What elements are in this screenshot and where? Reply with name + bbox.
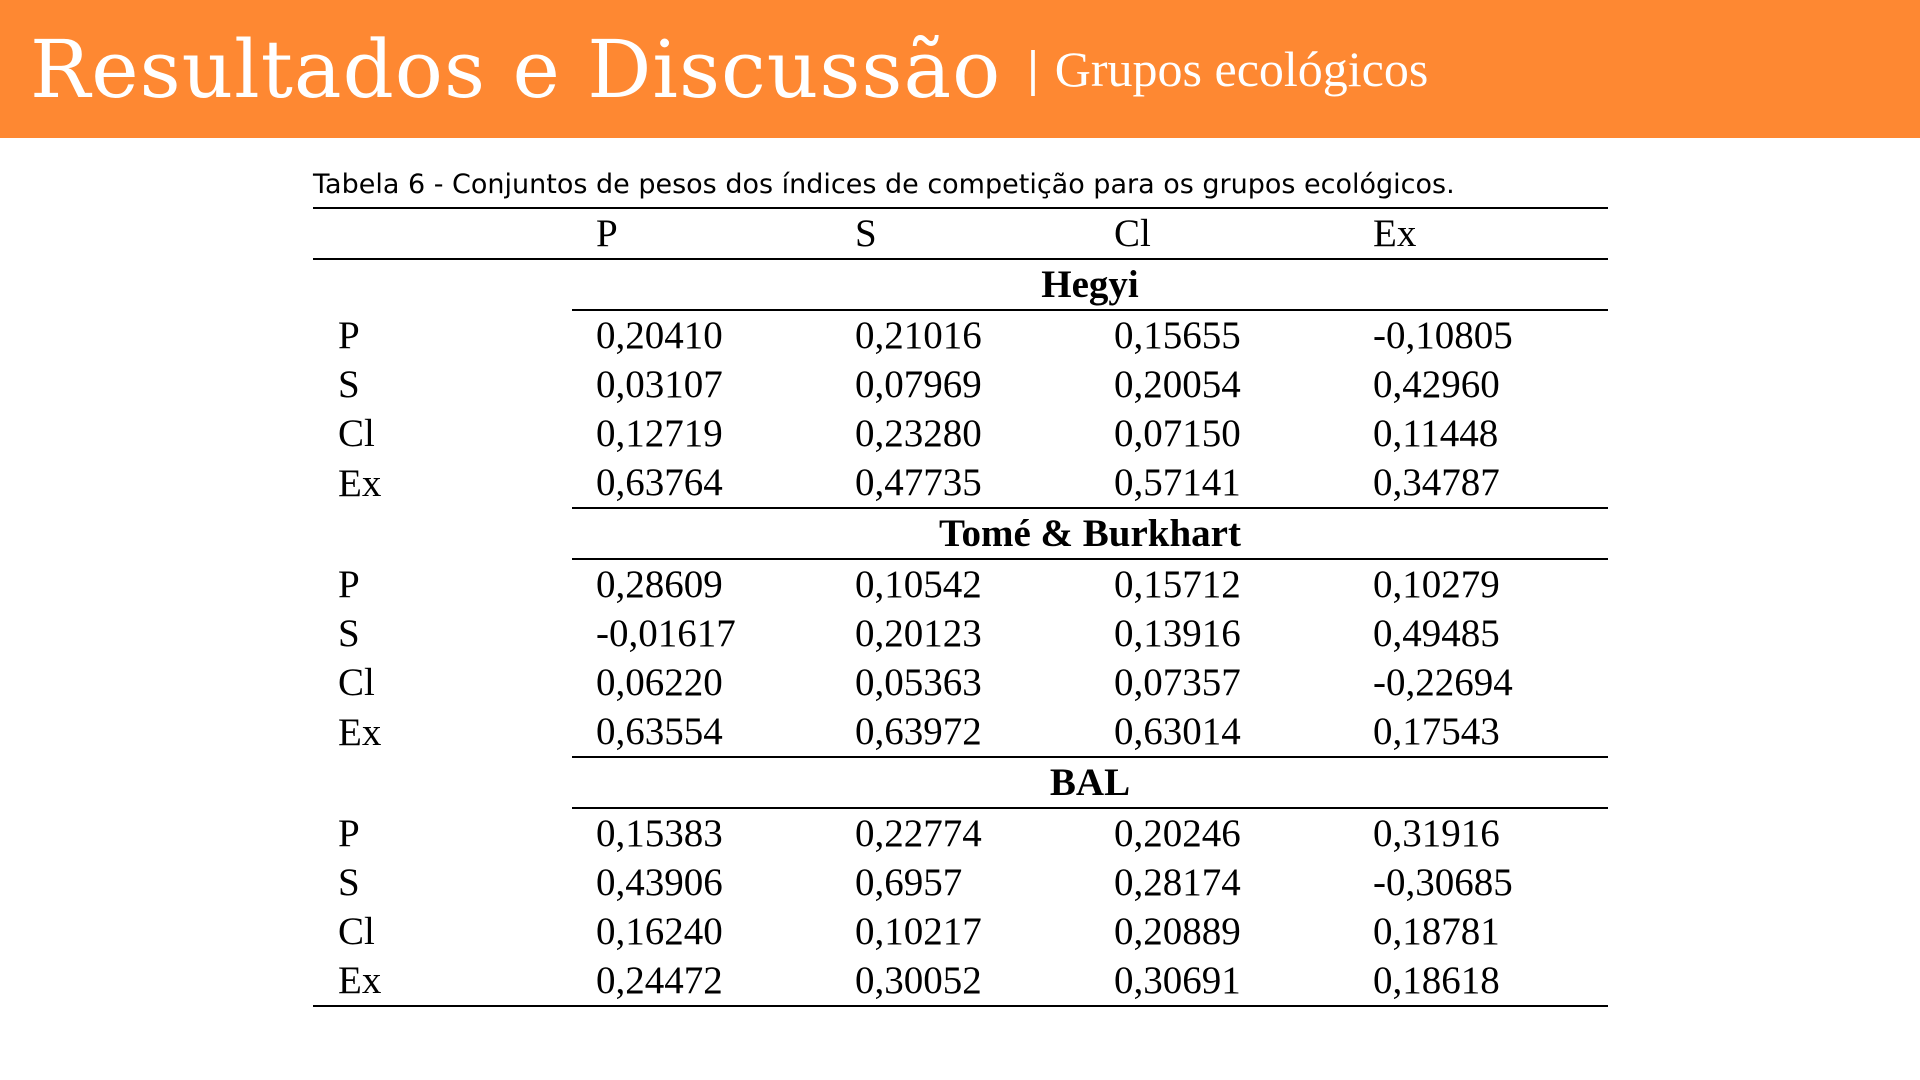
column-header-cl: Cl xyxy=(1090,207,1349,260)
table-cell: 0,30691 xyxy=(1090,956,1349,1007)
table-cell: -0,10805 xyxy=(1373,314,1513,357)
table-cell: 0,63972 xyxy=(855,710,982,753)
table-row: P 0,20410 0,21016 0,15655 -0,10805 xyxy=(313,310,1608,360)
table-cell: 0,10542 xyxy=(855,563,982,606)
table-row: Cl 0,06220 0,05363 0,07357 -0,22694 xyxy=(313,658,1608,707)
column-header-ex: Ex xyxy=(1349,207,1608,260)
row-label: S xyxy=(338,612,360,655)
group-header-row: Hegyi xyxy=(313,259,1608,311)
slide-header: Resultados e Discussão | Grupos ecológic… xyxy=(0,0,1920,138)
table-cell: 0,20410 xyxy=(596,314,723,357)
group-header-row: BAL xyxy=(313,756,1608,809)
table-cell: 0,63554 xyxy=(596,710,723,753)
group-header: Hegyi xyxy=(572,259,1608,311)
table-cell: -0,30685 xyxy=(1373,861,1513,904)
table-caption: Tabela 6 - Conjuntos de pesos dos índice… xyxy=(313,169,1455,200)
table-container: Tabela 6 - Conjuntos de pesos dos índice… xyxy=(313,163,1608,1007)
group-header-spacer xyxy=(313,259,572,310)
table-body: Hegyi P 0,20410 0,21016 0,15655 -0,10805 S 0,03… xyxy=(313,259,1608,1007)
table-cell: 0,42960 xyxy=(1373,363,1500,406)
table-cell: 0,16240 xyxy=(596,910,723,953)
table-cell: 0,11448 xyxy=(1373,412,1499,455)
row-label: Cl xyxy=(338,910,375,953)
column-header-empty xyxy=(313,207,572,260)
group-header-row: Tomé & Burkhart xyxy=(313,507,1608,560)
table-row: Ex 0,63554 0,63972 0,63014 0,17543 xyxy=(313,707,1608,757)
table-row: S -0,01617 0,20123 0,13916 0,49485 xyxy=(313,609,1608,658)
weights-table: P S Cl Ex Hegyi P 0,20410 0,21016 0,15655 -0,… xyxy=(313,207,1608,1007)
table-row: S 0,03107 0,07969 0,20054 0,42960 xyxy=(313,360,1608,409)
table-cell: 0,06220 xyxy=(596,661,723,704)
table-cell: 0,43906 xyxy=(596,861,723,904)
table-cell: 0,22774 xyxy=(855,812,982,855)
table-row: S 0,43906 0,6957 0,28174 -0,30685 xyxy=(313,858,1608,907)
table-cell: 0,30052 xyxy=(831,956,1090,1007)
table-row: Ex 0,24472 0,30052 0,30691 0,18618 xyxy=(313,956,1608,1007)
table-cell: 0,07150 xyxy=(1114,412,1241,455)
table-cell: 0,24472 xyxy=(572,956,831,1007)
row-label: S xyxy=(338,363,360,406)
table-cell: 0,20246 xyxy=(1114,812,1241,855)
slide-title: Resultados e Discussão xyxy=(30,22,1002,116)
row-label: Ex xyxy=(313,956,572,1007)
table-cell: 0,49485 xyxy=(1373,612,1500,655)
table-row: Ex 0,63764 0,47735 0,57141 0,34787 xyxy=(313,458,1608,508)
table-row: P 0,28609 0,10542 0,15712 0,10279 xyxy=(313,559,1608,609)
group-header-spacer xyxy=(313,757,572,808)
table-cell: 0,23280 xyxy=(855,412,982,455)
table-cell: 0,57141 xyxy=(1114,461,1241,504)
table-cell: 0,28609 xyxy=(596,563,723,606)
row-label: Ex xyxy=(338,710,382,754)
table-cell: 0,18781 xyxy=(1373,910,1500,953)
group-header-spacer xyxy=(313,508,572,559)
table-cell: 0,28174 xyxy=(1114,861,1241,904)
table-cell: 0,63764 xyxy=(596,461,723,504)
table-row: P 0,15383 0,22774 0,20246 0,31916 xyxy=(313,808,1608,858)
table-header-row: P S Cl Ex xyxy=(313,207,1608,260)
table-cell: 0,12719 xyxy=(596,412,723,455)
table-cell: 0,15655 xyxy=(1114,314,1241,357)
table-cell: 0,13916 xyxy=(1114,612,1241,655)
table-cell: 0,17543 xyxy=(1373,710,1500,753)
table-cell: 0,15383 xyxy=(596,812,723,855)
row-label: P xyxy=(338,562,360,606)
table-cell: 0,15712 xyxy=(1114,563,1241,606)
table-row: Cl 0,12719 0,23280 0,07150 0,11448 xyxy=(313,409,1608,458)
group-header: Tomé & Burkhart xyxy=(572,507,1608,560)
row-label: P xyxy=(338,811,360,855)
table-cell: 0,20054 xyxy=(1114,363,1241,406)
group-header: BAL xyxy=(572,756,1608,809)
table-cell: 0,20889 xyxy=(1114,910,1241,953)
table-cell: 0,05363 xyxy=(855,661,982,704)
row-label: Cl xyxy=(338,412,375,455)
table-cell: 0,21016 xyxy=(855,314,982,357)
column-header-p: P xyxy=(572,207,831,260)
table-cell: -0,22694 xyxy=(1373,661,1513,704)
table-cell: 0,20123 xyxy=(855,612,982,655)
row-label: Ex xyxy=(338,461,382,505)
table-cell: 0,07357 xyxy=(1114,661,1241,704)
table-cell: -0,01617 xyxy=(596,612,736,655)
table-cell: 0,63014 xyxy=(1114,710,1241,753)
row-label: P xyxy=(338,313,360,357)
row-label: S xyxy=(338,861,360,904)
table-cell: 0,34787 xyxy=(1373,461,1500,504)
table-cell: 0,10217 xyxy=(855,910,982,953)
slide-subtitle: Grupos ecológicos xyxy=(1054,41,1429,97)
table-cell: 0,47735 xyxy=(855,461,982,504)
table-cell: 0,03107 xyxy=(596,363,723,406)
table-row: Cl 0,16240 0,10217 0,20889 0,18781 xyxy=(313,907,1608,956)
table-cell: 0,31916 xyxy=(1373,812,1500,855)
table-cell: 0,10279 xyxy=(1373,563,1500,606)
row-label: Cl xyxy=(338,661,375,704)
title-separator: | xyxy=(1025,42,1041,96)
column-header-s: S xyxy=(831,207,1090,260)
table-cell: 0,07969 xyxy=(855,363,982,406)
table-cell: 0,18618 xyxy=(1349,956,1608,1007)
table-cell: 0,6957 xyxy=(855,861,963,904)
